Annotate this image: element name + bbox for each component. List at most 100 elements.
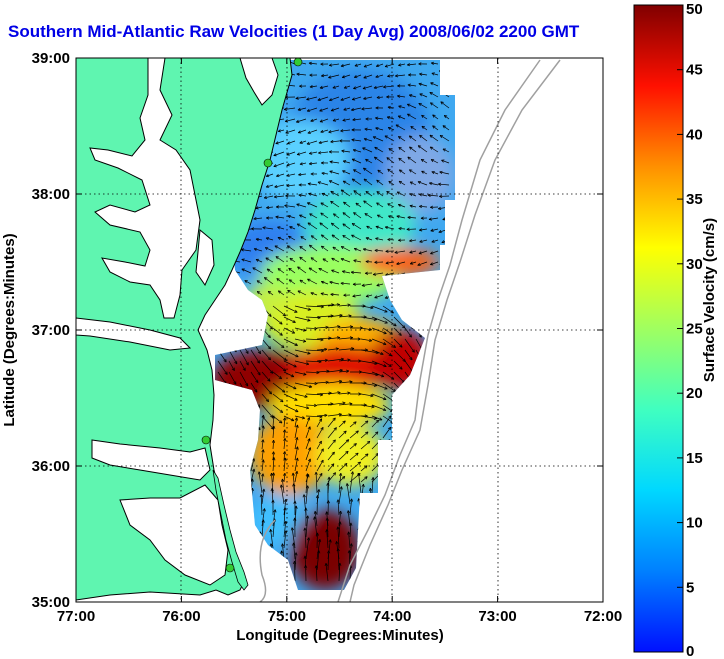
- velocity-arrow: [342, 160, 351, 164]
- velocity-arrow: [305, 447, 312, 461]
- velocity-arrow: [373, 85, 384, 90]
- velocity-arrow: [261, 393, 270, 403]
- velocity-arrow: [299, 256, 307, 263]
- velocity-arrow: [330, 140, 340, 144]
- velocity-arrow: [353, 169, 362, 175]
- velocity-arrow: [320, 280, 329, 285]
- velocity-arrow: [431, 171, 439, 175]
- velocity-arrow: [272, 305, 286, 317]
- velocity-arrow: [320, 129, 329, 134]
- velocity-arrow: [307, 222, 318, 230]
- velocity-arrow: [299, 279, 307, 285]
- velocity-arrow: [317, 181, 329, 186]
- velocity-arrow: [228, 360, 235, 371]
- velocity-arrow: [338, 391, 351, 395]
- velocity-arrow: [272, 382, 286, 393]
- velocity-arrow: [393, 338, 403, 348]
- velocity-arrow: [343, 201, 351, 208]
- velocity-arrow: [261, 449, 265, 461]
- velocity-arrow: [373, 156, 384, 164]
- velocity-arrow: [338, 486, 343, 505]
- velocity-arrow: [299, 214, 307, 219]
- radar-station-marker: [225, 563, 235, 573]
- velocity-arrow: [429, 146, 439, 153]
- velocity-arrow: [283, 507, 287, 527]
- velocity-arrow: [419, 228, 428, 232]
- velocity-arrow: [352, 118, 362, 122]
- velocity-arrow: [353, 190, 362, 197]
- velocity-arrow: [349, 522, 353, 538]
- velocity-arrow: [327, 401, 346, 406]
- velocity-arrow: [307, 129, 318, 134]
- velocity-arrow: [431, 239, 439, 243]
- velocity-arrow: [309, 73, 318, 77]
- velocity-arrow: [408, 169, 417, 175]
- velocity-arrow: [287, 140, 296, 145]
- velocity-arrow: [353, 259, 362, 263]
- velocity-arrow: [371, 393, 387, 401]
- velocity-arrow: [283, 371, 295, 378]
- velocity-arrow: [398, 146, 406, 153]
- velocity-arrow: [404, 349, 413, 361]
- velocity-arrow: [310, 235, 318, 241]
- velocity-arrow: [263, 195, 274, 199]
- velocity-arrow: [313, 516, 318, 538]
- velocity-arrow: [306, 96, 318, 101]
- velocity-arrow: [330, 222, 340, 230]
- velocity-arrow: [272, 316, 283, 325]
- velocity-arrow: [417, 145, 428, 153]
- velocity-arrow: [364, 213, 373, 219]
- velocity-arrow: [397, 203, 406, 208]
- colorbar-tick-label: 20: [686, 385, 703, 402]
- velocity-arrow: [272, 404, 284, 413]
- velocity-arrow: [388, 148, 395, 153]
- velocity-arrow: [398, 105, 406, 109]
- velocity-arrow: [315, 495, 320, 516]
- james-river: [76, 317, 192, 351]
- velocity-arrow: [277, 226, 285, 230]
- velocity-arrow: [305, 515, 310, 538]
- velocity-arrow: [309, 151, 318, 155]
- velocity-arrow: [253, 247, 263, 252]
- velocity-arrow: [418, 250, 428, 255]
- velocity-arrow: [250, 371, 259, 384]
- velocity-arrow: [396, 261, 406, 266]
- velocity-arrow: [279, 484, 285, 505]
- velocity-arrow: [371, 349, 384, 355]
- velocity-arrow: [316, 448, 324, 461]
- velocity-arrow: [439, 194, 450, 198]
- velocity-arrow: [384, 225, 395, 230]
- velocity-arrow: [321, 74, 329, 78]
- velocity-arrow: [429, 134, 439, 142]
- y-tick-label: 35:00: [32, 594, 70, 611]
- velocity-arrow: [282, 429, 287, 439]
- velocity-arrow: [375, 126, 384, 131]
- velocity-arrow: [374, 294, 384, 299]
- velocity-arrow: [294, 371, 307, 376]
- velocity-arrow: [327, 417, 336, 428]
- velocity-arrow: [419, 134, 428, 142]
- velocity-arrow: [371, 415, 383, 421]
- colorbar-tick-label: 50: [686, 1, 703, 18]
- velocity-arrow: [395, 74, 406, 78]
- velocity-arrow: [342, 170, 351, 175]
- velocity-arrow: [325, 529, 329, 549]
- velocity-arrow: [342, 223, 351, 230]
- velocity-arrow: [253, 217, 263, 221]
- velocity-arrow: [294, 360, 310, 366]
- velocity-arrow: [297, 290, 307, 296]
- velocity-arrow: [336, 526, 340, 549]
- velocity-arrow: [272, 360, 287, 372]
- velocity-arrow: [310, 118, 318, 122]
- velocity-arrow: [307, 278, 318, 285]
- velocity-arrow: [343, 293, 351, 297]
- velocity-arrow: [294, 316, 311, 322]
- velocity-arrow: [272, 457, 276, 472]
- velocity-arrow: [309, 213, 318, 219]
- velocity-arrow: [318, 151, 329, 155]
- velocity-arrow: [360, 440, 371, 450]
- map-area: [76, 58, 603, 602]
- velocity-arrow: [250, 349, 260, 364]
- velocity-arrow: [440, 101, 450, 109]
- eastern-shore-inlet: [195, 229, 215, 287]
